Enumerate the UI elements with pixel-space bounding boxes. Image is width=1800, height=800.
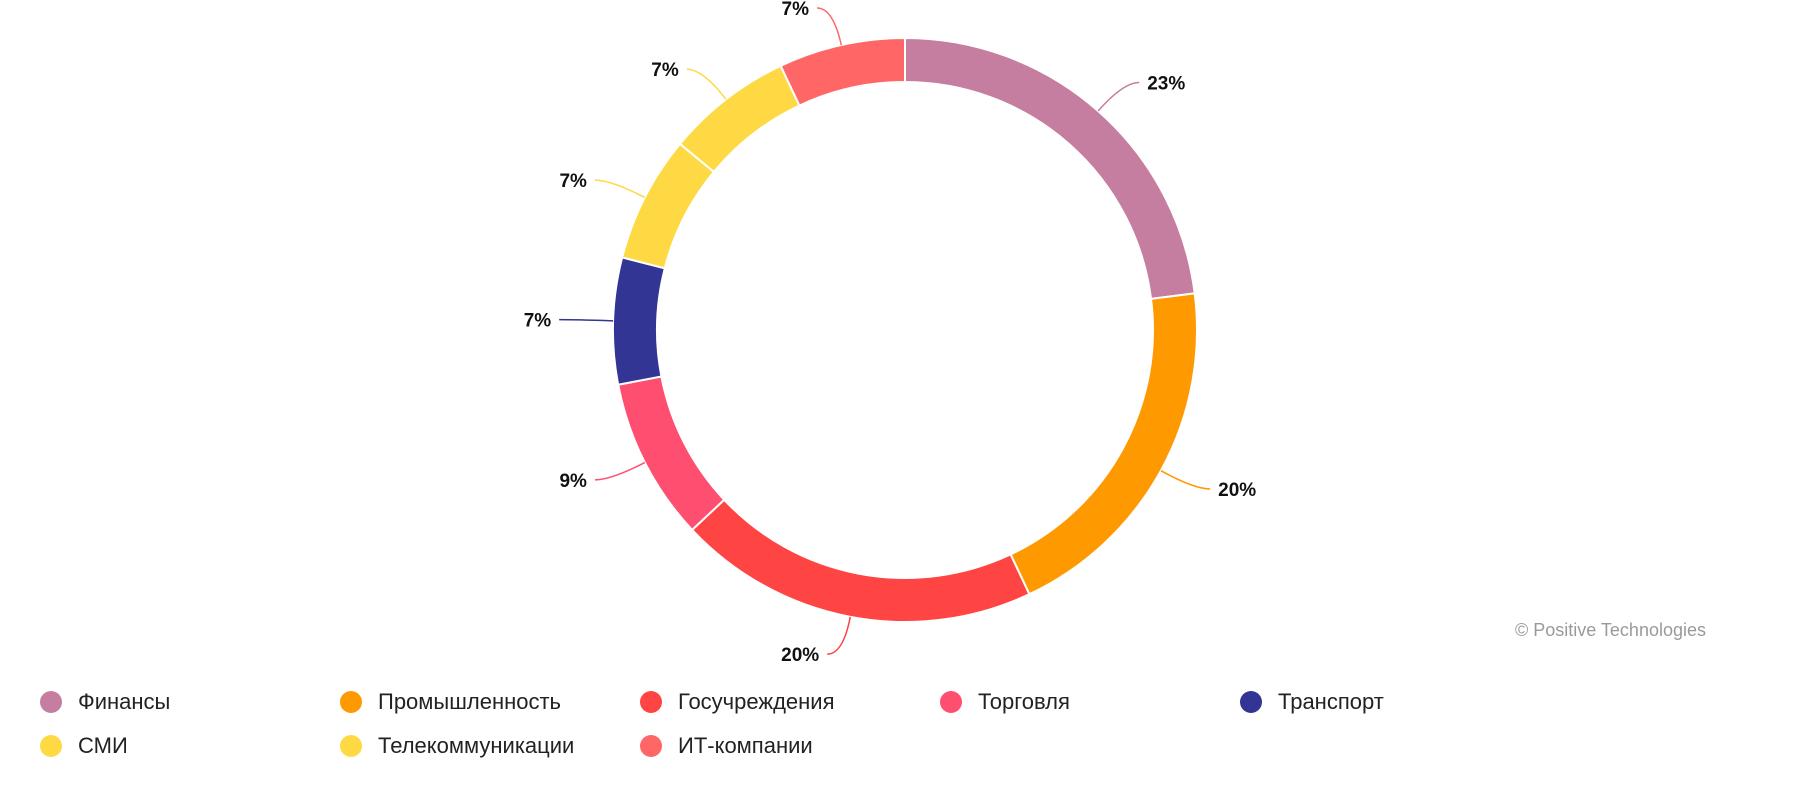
legend-item: Торговля	[940, 689, 1240, 715]
data-label-2: 20%	[1218, 480, 1256, 501]
donut-slice-8	[779, 36, 906, 107]
leader-line-2	[1160, 470, 1211, 490]
legend-swatch	[40, 735, 62, 757]
donut-slice-2	[1009, 292, 1198, 596]
legend-swatch	[40, 691, 62, 713]
leader-line-1	[1097, 81, 1140, 112]
legend-label: Торговля	[978, 689, 1070, 714]
data-label-5: 7%	[524, 311, 552, 332]
legend-label: Госучреждения	[678, 689, 835, 714]
leader-line-7	[686, 68, 727, 100]
donut-slice-4	[617, 375, 726, 532]
leader-line-5	[559, 318, 614, 322]
legend-swatch	[640, 691, 662, 713]
leader-line-3	[827, 616, 852, 655]
legend-item: ИТ-компании	[640, 733, 940, 759]
data-label-1: 23%	[1147, 73, 1185, 94]
legend-label: Финансы	[78, 689, 171, 714]
legend-label: Телекоммуникации	[378, 733, 575, 758]
donut-slice-7	[678, 64, 801, 174]
legend-item: Транспорт	[1240, 689, 1540, 715]
legend-row-1: Финансы Промышленность Госучреждения Торгов…	[40, 680, 1600, 724]
legend-item: Финансы	[40, 689, 340, 715]
legend-label: Транспорт	[1278, 689, 1384, 714]
chart-legend: Финансы Промышленность Госучреждения Торгов…	[40, 680, 1600, 768]
data-label-6: 7%	[559, 171, 587, 192]
leader-line-6	[594, 179, 646, 199]
data-label-8: 7%	[782, 0, 810, 20]
legend-item: Госучреждения	[640, 689, 940, 715]
legend-swatch	[940, 691, 962, 713]
donut-slice-5	[612, 256, 667, 386]
legend-swatch	[1240, 691, 1262, 713]
donut-slice-3	[690, 498, 1031, 623]
legend-swatch	[340, 735, 362, 757]
legend-item: СМИ	[40, 733, 340, 759]
copyright-credit: © Positive Technologies	[1514, 620, 1706, 640]
legend-row-2: СМИ Телекоммуникации ИТ-компании	[40, 724, 1600, 768]
data-label-3: 20%	[781, 645, 819, 666]
data-label-4: 9%	[559, 471, 587, 492]
legend-label: ИТ-компании	[678, 733, 813, 758]
legend-label: Промышленность	[378, 689, 562, 714]
legend-item: Телекоммуникации	[340, 733, 640, 759]
leader-line-4	[594, 461, 646, 481]
legend-item: Промышленность	[340, 689, 640, 715]
legend-label: СМИ	[78, 733, 128, 758]
legend-swatch	[340, 691, 362, 713]
legend-swatch	[640, 735, 662, 757]
data-label-7: 7%	[651, 60, 679, 81]
donut-slice-6	[620, 142, 716, 270]
leader-line-8	[816, 7, 843, 46]
